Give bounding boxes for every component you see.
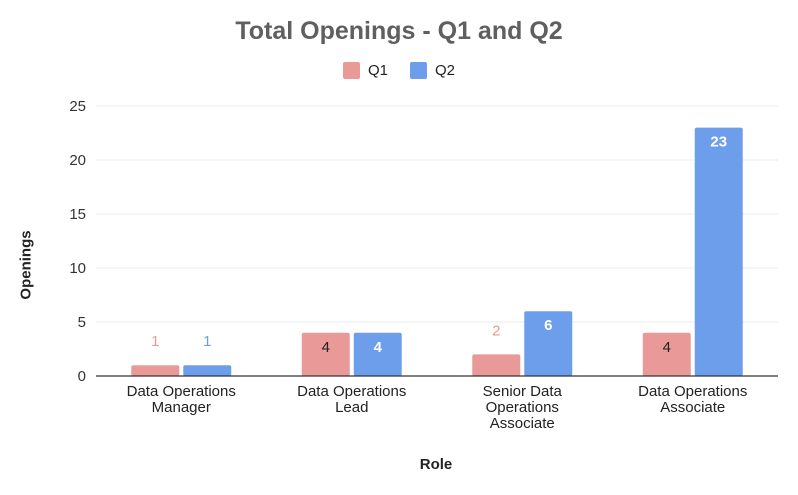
data-label: 1 — [151, 333, 159, 350]
bar-q2 — [183, 365, 232, 376]
bar-q2 — [694, 127, 743, 376]
y-tick-label: 0 — [78, 368, 86, 385]
data-label: 4 — [322, 339, 330, 356]
chart-title: Total Openings - Q1 and Q2 — [235, 17, 563, 45]
y-tick-label: 15 — [69, 206, 86, 223]
x-tick-label: Data Operations Manager — [127, 383, 236, 416]
legend-item-q2[interactable]: Q2 — [410, 62, 455, 79]
legend-swatch-q2 — [410, 62, 427, 79]
legend-label-q1: Q1 — [367, 62, 388, 79]
bar-q2 — [353, 332, 402, 376]
legend-item-q1[interactable]: Q1 — [342, 62, 388, 79]
data-label: 1 — [203, 333, 211, 350]
data-label: 2 — [492, 322, 500, 339]
bar-q1 — [131, 365, 180, 376]
x-tick-label: Data Operations Associate — [638, 383, 747, 416]
legend-swatch-q1 — [342, 62, 360, 79]
x-axis-title: Role — [419, 456, 453, 473]
x-tick-label: Data Operations Lead — [297, 383, 406, 416]
bar-q1 — [472, 354, 521, 376]
bar-q1 — [301, 332, 350, 376]
x-tick-label: Senior Data Operations Associate — [483, 383, 563, 432]
y-tick-label: 10 — [69, 260, 86, 277]
y-tick-label: 20 — [69, 152, 86, 169]
legend-label-q2: Q2 — [435, 62, 456, 79]
data-label: 23 — [710, 134, 727, 151]
data-label: 6 — [544, 317, 552, 334]
bar-q1 — [642, 332, 691, 376]
y-tick-label: 5 — [78, 314, 86, 331]
y-axis-title: Openings — [17, 230, 35, 300]
data-label: 4 — [663, 339, 671, 356]
legend: Q1 Q2 — [0, 62, 798, 79]
data-label: 4 — [374, 339, 383, 356]
bar-q2 — [524, 311, 573, 376]
y-tick-label: 25 — [69, 98, 86, 115]
